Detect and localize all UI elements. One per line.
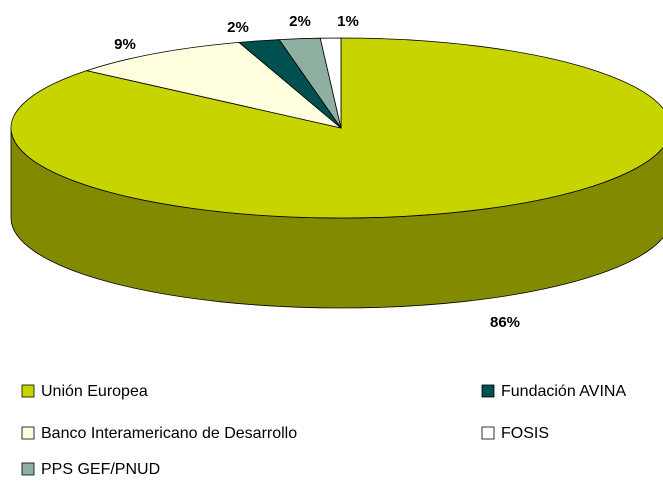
- legend-swatch: [481, 384, 495, 398]
- slice: [85, 41, 342, 129]
- legend-swatch: [21, 384, 35, 398]
- legend-swatch: [21, 426, 35, 440]
- legend-label: FOSIS: [501, 425, 549, 442]
- data-label: 86%: [490, 314, 520, 331]
- data-label: 1%: [337, 13, 359, 30]
- legend-label: Banco Interamericano de Desarrollo: [41, 425, 297, 442]
- legend-swatch: [481, 426, 495, 440]
- legend-swatch: [21, 462, 35, 476]
- slice: [10, 37, 663, 219]
- data-label: 2%: [289, 13, 311, 30]
- legend-label: Unión Europea: [41, 383, 148, 400]
- legend-label: PPS GEF/PNUD: [41, 461, 160, 478]
- legend-label: Fundación AVINA: [501, 383, 626, 400]
- data-label: 9%: [114, 36, 136, 53]
- data-label: 2%: [227, 19, 249, 36]
- slice: [319, 37, 342, 129]
